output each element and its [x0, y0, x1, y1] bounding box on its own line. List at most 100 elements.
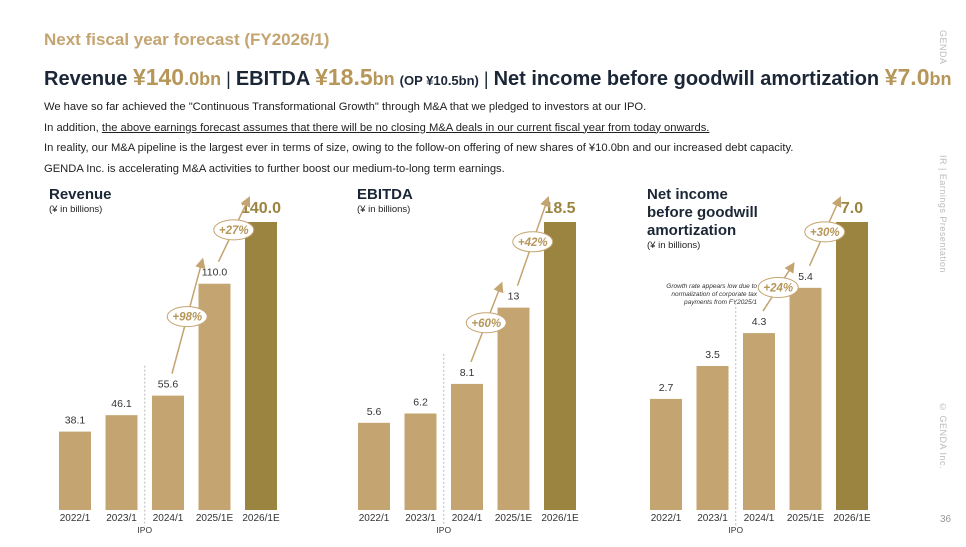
x-tick-label: 2024/1	[744, 513, 775, 524]
page-number: 36	[940, 514, 952, 525]
x-tick-label: 2022/1	[60, 513, 91, 524]
paragraph-text: the above earnings forecast assumes that…	[101, 121, 710, 134]
side-label: GENDA	[938, 30, 948, 65]
growth-label: +60%	[471, 318, 501, 330]
headline: Revenue ¥140.0bn | EBITDA ¥18.5bn (OP ¥10.…	[44, 64, 951, 91]
bar	[105, 415, 138, 510]
side-label: © GENDA Inc.	[938, 402, 948, 470]
headline-part: .0bn	[184, 69, 222, 89]
bar	[789, 287, 822, 510]
chart-subtitle: (¥ in billions)	[357, 204, 411, 215]
growth-label: +30%	[810, 227, 840, 239]
note-line: payments from FY2025/1	[683, 299, 757, 306]
bar	[245, 222, 277, 510]
bar	[358, 422, 390, 510]
growth-badge	[757, 276, 799, 298]
value-label: 8.1	[460, 367, 475, 379]
side-text: GENDA IR | Earnings Presentation © GENDA I…	[938, 30, 948, 469]
paragraph: In addition, the above earnings forecast…	[44, 122, 793, 134]
value-label: 46.1	[111, 398, 132, 410]
growth-badge	[465, 312, 507, 334]
note-line: normalization of corporate tax	[671, 291, 757, 298]
growth-label: +27%	[219, 225, 249, 237]
note-line: Growth rate appears low due to	[666, 283, 757, 290]
chart-title: Revenue (¥ in billions)	[49, 186, 179, 215]
x-tick-label: 2026/1E	[541, 513, 579, 524]
bar	[743, 333, 775, 510]
ipo-label: IPO	[728, 525, 743, 535]
chart-subtitle: (¥ in billions)	[647, 240, 701, 251]
x-tick-label: 2024/1	[452, 513, 483, 524]
x-tick-label: 2026/1E	[833, 513, 871, 524]
headline-part: ¥18.5	[315, 64, 373, 90]
bar	[404, 413, 437, 510]
headline-part: (OP ¥10.5bn)	[399, 73, 479, 88]
x-tick-label: 2023/1	[106, 513, 137, 524]
headline-part: |	[483, 69, 489, 89]
x-tick-label: 2024/1	[153, 513, 184, 524]
value-label: 18.5	[544, 200, 575, 217]
bar	[497, 307, 530, 510]
value-label: 38.1	[65, 415, 86, 427]
headline-part: EBITDA	[235, 68, 316, 90]
ipo-label: IPO	[436, 525, 451, 535]
growth-badge	[213, 219, 255, 241]
paragraphs: We have so far achieved the "Continuous …	[44, 101, 793, 183]
bar	[696, 366, 729, 510]
chart-title-text: EBITDA	[357, 186, 413, 203]
chart-title-text: Revenue	[49, 186, 112, 203]
growth-label: +24%	[763, 282, 793, 294]
bar	[836, 222, 868, 510]
headline-part: ¥140	[132, 64, 185, 90]
x-tick-label: 2025/1E	[196, 513, 234, 524]
x-tick-label: 2026/1E	[242, 513, 280, 524]
growth-badge	[512, 231, 554, 253]
value-label: 2.7	[659, 382, 674, 394]
headline-part: bn	[929, 69, 952, 89]
x-tick-label: 2022/1	[359, 513, 390, 524]
headline-part: |	[226, 69, 231, 89]
chart-title-text: Net income before goodwill amortization	[647, 186, 758, 239]
x-tick-label: 2022/1	[651, 513, 682, 524]
bar	[544, 222, 576, 510]
value-label: 5.6	[367, 406, 382, 418]
paragraph-text: We have so far achieved the "Continuous …	[44, 101, 647, 113]
paragraph: We have so far achieved the "Continuous …	[44, 101, 793, 113]
bar	[152, 395, 184, 510]
paragraph-text: GENDA Inc. is accelerating M&A activitie…	[44, 162, 505, 175]
value-label: 4.3	[752, 316, 767, 328]
value-label: 3.5	[705, 349, 720, 361]
chart-title: Net income before goodwill amortization(…	[647, 186, 777, 251]
paragraph: GENDA Inc. is accelerating M&A activitie…	[44, 163, 793, 175]
bar	[650, 398, 682, 510]
paragraph: In reality, our M&A pipeline is the larg…	[44, 142, 793, 154]
x-tick-label: 2025/1E	[495, 513, 533, 524]
chart-title: EBITDA (¥ in billions)	[357, 186, 487, 215]
headline-part: bn	[372, 69, 400, 89]
section-title: Next fiscal year forecast (FY2026/1)	[44, 30, 330, 49]
side-label: IR | Earnings Presentation	[938, 154, 948, 273]
value-label: 5.4	[798, 271, 813, 283]
paragraph-text: In addition,	[44, 121, 102, 134]
growth-label: +98%	[172, 312, 202, 324]
paragraph-text: In reality, our M&A pipeline is the larg…	[44, 142, 794, 154]
x-tick-label: 2023/1	[405, 513, 436, 524]
value-label: 13	[508, 291, 520, 303]
value-label: 110.0	[202, 267, 228, 279]
x-tick-label: 2025/1E	[787, 513, 825, 524]
x-tick-label: 2023/1	[697, 513, 728, 524]
headline-part: Net income before goodwill amortization	[493, 68, 885, 90]
ipo-label: IPO	[137, 525, 152, 535]
growth-badge	[166, 306, 208, 328]
bar	[451, 383, 483, 510]
value-label: 55.6	[158, 379, 179, 391]
bar	[59, 431, 91, 510]
growth-label: +42%	[518, 237, 548, 249]
headline-part: ¥7.0	[884, 64, 930, 90]
value-label: 7.0	[841, 200, 863, 217]
value-label: 6.2	[413, 396, 428, 408]
value-label: 140.0	[241, 200, 281, 217]
chart-subtitle: (¥ in billions)	[49, 204, 103, 215]
